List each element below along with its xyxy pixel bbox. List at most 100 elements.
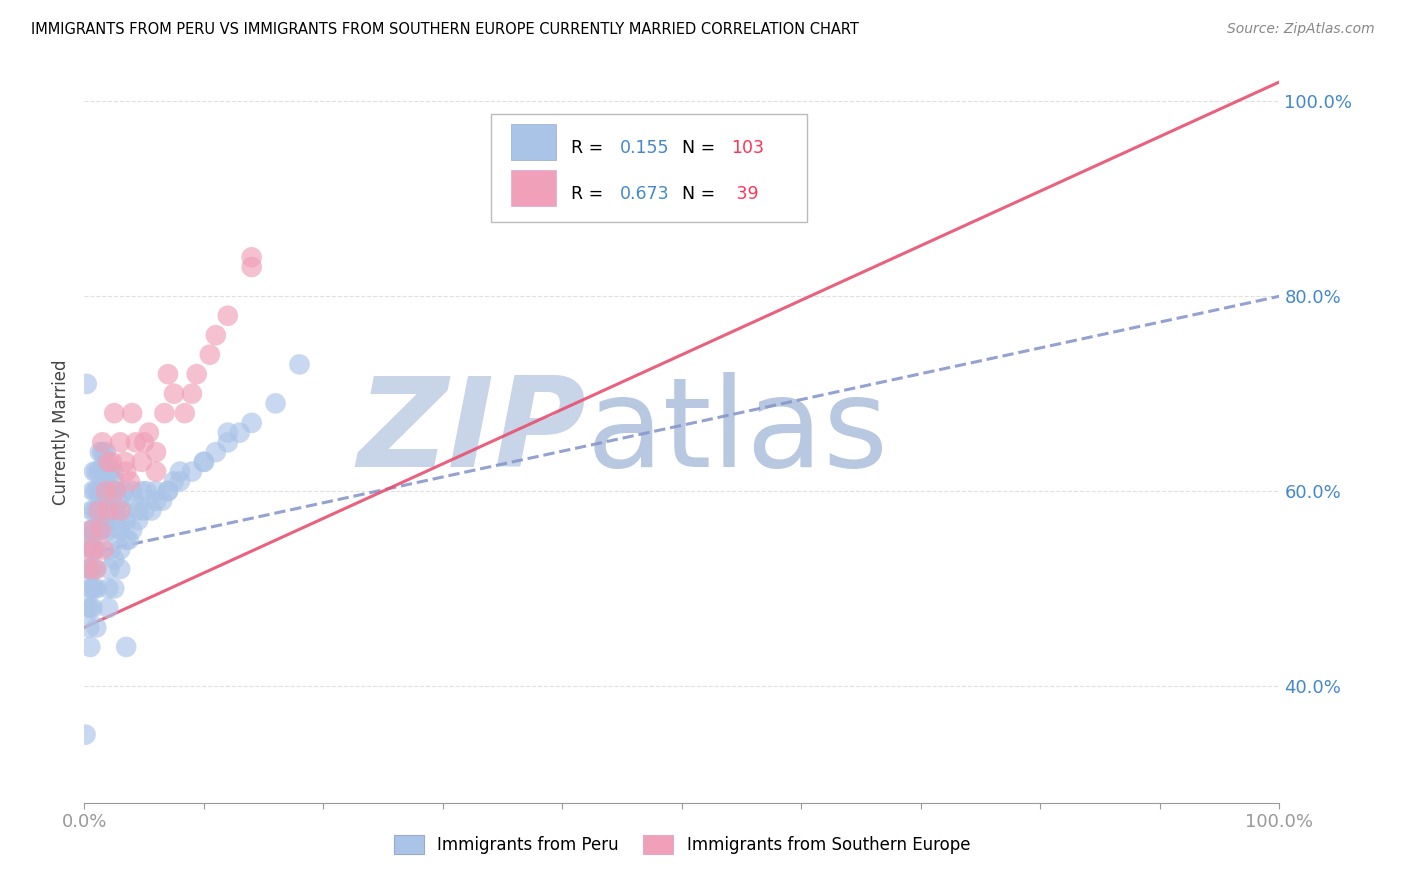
Point (110, 542, 132, 557)
Point (169, 475, 191, 489)
Point (240, 416, 263, 430)
Point (86, 542, 108, 557)
Point (121, 523, 143, 537)
Point (127, 503, 149, 517)
Point (77, 620, 100, 634)
Point (83, 542, 105, 557)
Point (91, 445, 114, 459)
Point (101, 523, 124, 537)
Point (87, 465, 110, 479)
Point (77, 533, 100, 547)
Point (76, 533, 98, 547)
Text: IMMIGRANTS FROM PERU VS IMMIGRANTS FROM SOUTHERN EUROPE CURRENTLY MARRIED CORREL: IMMIGRANTS FROM PERU VS IMMIGRANTS FROM … (31, 22, 859, 37)
Point (115, 533, 138, 547)
Point (127, 513, 149, 527)
Point (110, 523, 132, 537)
Point (163, 386, 186, 401)
Point (132, 503, 156, 517)
Point (181, 386, 204, 401)
Point (89, 445, 111, 459)
Point (186, 367, 208, 381)
Point (76, 376, 98, 391)
Text: N =: N = (682, 139, 721, 157)
Point (87, 503, 110, 517)
Point (112, 484, 135, 499)
Point (173, 406, 195, 420)
Point (84, 484, 107, 499)
Point (93, 503, 115, 517)
Text: ZIP: ZIP (357, 372, 586, 493)
Point (75, 728, 97, 742)
Text: Source: ZipAtlas.com: Source: ZipAtlas.com (1227, 22, 1375, 37)
Point (157, 367, 180, 381)
Point (288, 358, 311, 372)
Point (82, 484, 104, 499)
Point (80, 523, 103, 537)
Point (80, 503, 103, 517)
Point (104, 484, 127, 499)
Point (121, 406, 143, 420)
Point (82, 562, 104, 576)
Point (205, 445, 228, 459)
Point (89, 523, 111, 537)
Point (86, 503, 108, 517)
Point (125, 435, 148, 450)
Point (145, 465, 167, 479)
Point (205, 328, 228, 343)
Point (671, 815, 693, 830)
Point (103, 582, 125, 596)
Point (217, 309, 239, 323)
Point (97, 582, 120, 596)
Point (193, 455, 215, 469)
Point (101, 455, 124, 469)
Point (240, 260, 263, 274)
Point (89, 484, 111, 499)
Point (115, 465, 138, 479)
Point (90, 503, 112, 517)
Point (145, 445, 167, 459)
Text: 39: 39 (731, 185, 758, 202)
Text: N =: N = (682, 185, 721, 202)
Text: 103: 103 (731, 139, 763, 157)
Point (229, 425, 252, 440)
Point (91, 435, 114, 450)
Point (83, 465, 105, 479)
Point (90, 523, 112, 537)
Point (101, 465, 124, 479)
Point (115, 513, 138, 527)
Point (84, 523, 107, 537)
Point (132, 435, 156, 450)
Point (103, 552, 125, 566)
Text: R =: R = (571, 185, 609, 202)
Point (101, 484, 124, 499)
Point (198, 348, 221, 362)
Point (150, 493, 173, 508)
Point (264, 396, 287, 410)
Point (217, 435, 239, 450)
Point (114, 455, 136, 469)
Point (80, 542, 103, 557)
Point (104, 503, 127, 517)
Point (98, 562, 121, 576)
Point (181, 465, 204, 479)
Point (96, 465, 118, 479)
Point (100, 503, 122, 517)
Point (240, 250, 263, 264)
Point (86, 484, 108, 499)
Point (110, 435, 132, 450)
Point (98, 465, 121, 479)
Point (76, 542, 98, 557)
Point (79, 601, 101, 615)
Text: R =: R = (571, 139, 609, 157)
Point (115, 640, 138, 654)
Point (86, 620, 108, 634)
Bar (510, 124, 557, 160)
Point (79, 523, 101, 537)
Point (82, 601, 104, 615)
Point (93, 455, 115, 469)
Point (77, 582, 100, 596)
Point (87, 503, 110, 517)
Y-axis label: Currently Married: Currently Married (52, 359, 70, 506)
Point (97, 455, 120, 469)
Point (157, 484, 180, 499)
